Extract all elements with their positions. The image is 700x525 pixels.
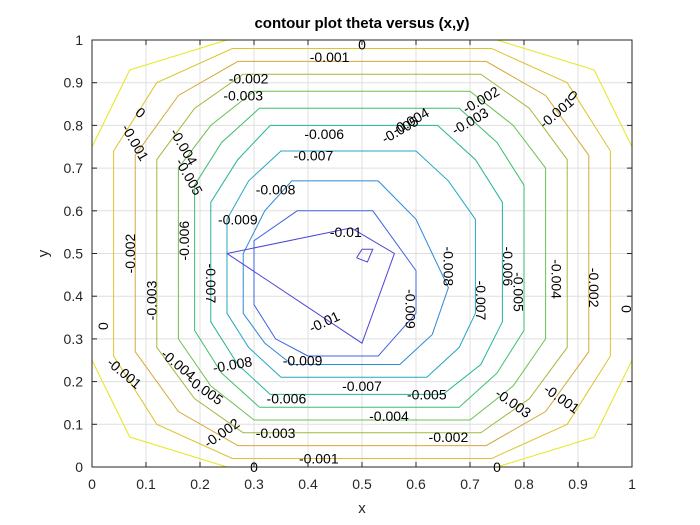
contour-label: -0.005 (511, 272, 527, 312)
x-tick-label: 0.7 (460, 476, 480, 492)
x-tick-label: 0.3 (244, 476, 264, 492)
contour-label: -0.003 (143, 280, 159, 320)
x-tick-label: 0.2 (190, 476, 210, 492)
y-tick-label: 0.7 (64, 160, 84, 176)
contour-label: -0.003 (256, 425, 296, 441)
chart-title: contour plot theta versus (x,y) (254, 15, 469, 32)
contour-label: -0.001 (118, 121, 152, 164)
contour-label: -0.007 (342, 378, 382, 394)
y-tick-label: 0.9 (64, 75, 84, 91)
y-tick-label: 0.1 (64, 416, 84, 432)
contour-label: -0.01 (330, 224, 362, 240)
y-tick-label: 0.4 (64, 288, 84, 304)
x-tick-label: 0.4 (298, 476, 318, 492)
contour-label: -0.002 (122, 233, 138, 273)
contour-line (356, 248, 374, 263)
x-axis-title: x (358, 500, 366, 517)
x-tick-label: 0.5 (352, 476, 372, 492)
contour-line (226, 227, 396, 344)
y-axis-title: y (35, 249, 52, 257)
contour-label: -0.01 (306, 308, 342, 336)
x-tick-label: 0.1 (136, 476, 156, 492)
contour-label: -0.006 (176, 221, 192, 261)
contour-label: -0.009 (403, 289, 419, 329)
contour-label: -0.002 (586, 268, 602, 308)
contour-label: 0 (619, 305, 635, 313)
contour-label: -0.006 (304, 126, 344, 142)
contour-line (194, 107, 525, 408)
x-tick-label: 0 (88, 476, 96, 492)
contour-label: -0.009 (283, 352, 323, 368)
contour-label: -0.007 (473, 281, 489, 321)
y-tick-label: 0.8 (64, 117, 84, 133)
contour-label: -0.007 (294, 147, 334, 163)
contour-line (226, 150, 476, 378)
x-tick-label: 1 (628, 476, 636, 492)
contour-label: -0.002 (229, 70, 269, 86)
contour-line (210, 124, 503, 395)
contour-label: -0.006 (500, 246, 516, 286)
contour-line (177, 90, 547, 421)
contour-label: -0.007 (203, 264, 219, 304)
contour-label: -0.004 (548, 259, 564, 299)
grid (91, 39, 633, 468)
contour-label: -0.008 (256, 181, 296, 197)
contour-label: 0 (95, 322, 111, 330)
contour-line (134, 60, 590, 447)
contour-line (242, 180, 449, 365)
contour-label: -0.008 (440, 246, 456, 286)
contour-label: -0.008 (211, 353, 253, 376)
contour-label: -0.001 (310, 49, 350, 65)
contour-label: -0.001 (104, 354, 145, 392)
contour-label: -0.001 (541, 381, 583, 417)
contour-label: -0.005 (172, 155, 206, 198)
x-tick-label: 0.9 (568, 476, 588, 492)
contour-label: -0.003 (223, 88, 263, 104)
contour-line (113, 48, 611, 459)
y-tick-label: 1 (75, 32, 83, 48)
contour-labels: 0000000-0.001-0.001-0.001-0.001-0.001-0.… (95, 36, 635, 475)
contour-label: -0.002 (201, 415, 243, 451)
contour-label: -0.005 (407, 386, 447, 402)
y-tick-label: 0.2 (64, 374, 84, 390)
x-tick-label: 0.8 (514, 476, 534, 492)
contour-label: -0.004 (369, 408, 409, 424)
contour-line (253, 210, 417, 357)
contour-label: -0.001 (299, 450, 339, 466)
contour-label: -0.009 (218, 211, 258, 227)
axis-ticks: 0 0.1 0.2 0.3 0.4 0.5 0.6 0.7 0.8 0.9 1 0 0.1 0.2 0.3 0… (64, 32, 637, 492)
contour-label: -0.003 (492, 385, 534, 421)
y-tick-label: 0.3 (64, 331, 84, 347)
y-tick-label: 0.6 (64, 203, 84, 219)
contour-label: -0.006 (267, 391, 307, 407)
contour-line (156, 73, 568, 434)
contour-label: -0.002 (429, 429, 469, 445)
y-tick-label: 0.5 (64, 246, 84, 262)
y-tick-label: 0 (75, 459, 83, 475)
x-tick-label: 0.6 (406, 476, 426, 492)
